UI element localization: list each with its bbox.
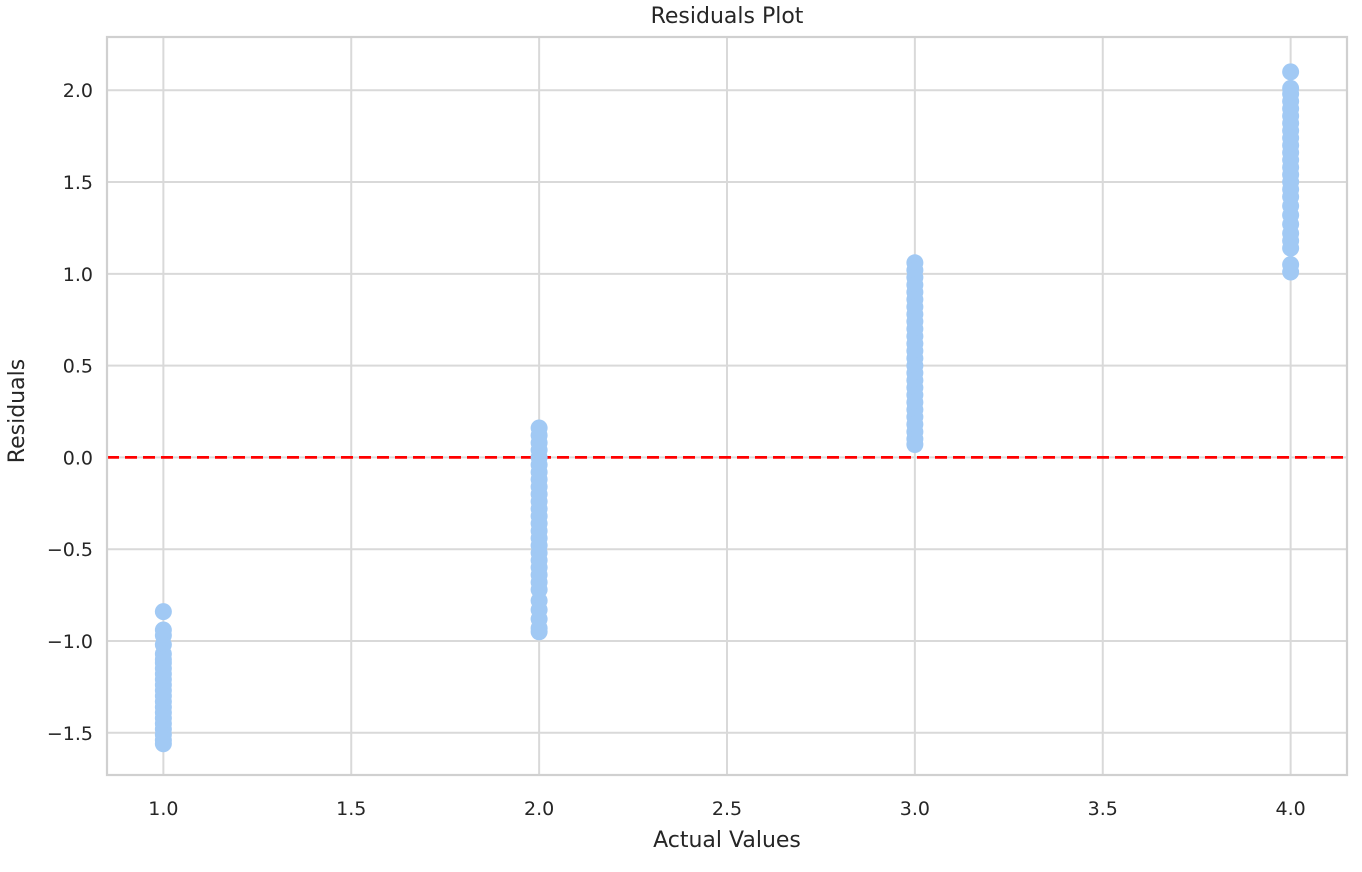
y-tick-label: 1.5 [63,172,93,194]
x-tick-labels: 1.0 1.5 2.0 2.5 3.0 3.5 4.0 [148,798,1305,820]
x-tick-label: 4.0 [1276,798,1306,820]
points-layer [154,63,1300,753]
chart-title: Residuals Plot [651,4,804,29]
y-tick-label: 2.0 [63,80,93,102]
scatter-point [154,735,172,753]
x-tick-label: 2.0 [524,798,554,820]
y-tick-label: −1.0 [47,631,93,653]
y-tick-label: −0.5 [47,539,93,561]
x-tick-label: 3.0 [900,798,930,820]
x-tick-label: 2.5 [712,798,742,820]
y-tick-label: 0.0 [63,447,93,469]
scatter-point [1282,263,1300,281]
plot-frame [105,35,1349,777]
x-tick-label: 1.0 [148,798,178,820]
scatter-point [154,603,172,621]
y-axis-title: Residuals [5,359,30,463]
scatter-point [1282,63,1300,81]
x-axis-title: Actual Values [653,828,801,853]
y-tick-labels: −1.5 −1.0 −0.5 0.0 0.5 1.0 1.5 2.0 [47,80,93,745]
scatter-point [1282,239,1300,257]
scatter-point [906,436,924,454]
x-tick-label: 1.5 [336,798,366,820]
y-tick-label: 0.5 [63,356,93,378]
y-tick-label: −1.5 [47,723,93,745]
y-tick-label: 1.0 [63,264,93,286]
grid-layer [107,37,1347,775]
scatter-point [530,623,548,641]
x-tick-label: 3.5 [1088,798,1118,820]
